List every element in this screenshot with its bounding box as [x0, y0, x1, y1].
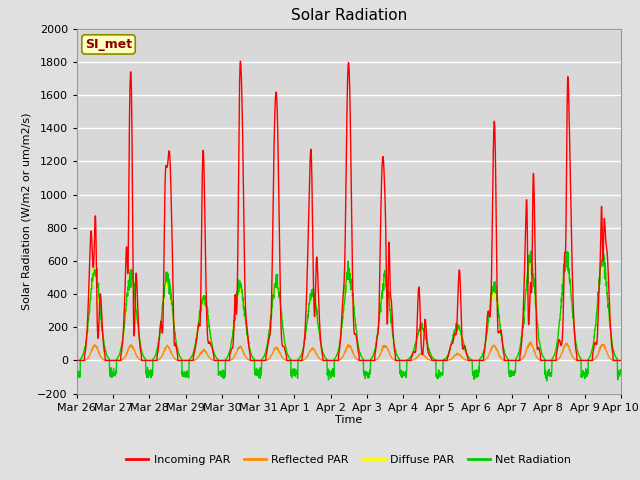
- Net Radiation: [376, 301, 384, 307]
- Diffuse PAR: [225, 351, 232, 357]
- Title: Solar Radiation: Solar Radiation: [291, 9, 407, 24]
- Reflected PAR: [617, 358, 625, 363]
- Incoming PAR: [237, 59, 244, 64]
- Net Radiation: [527, 248, 535, 254]
- Reflected PAR: [569, 354, 577, 360]
- Diffuse PAR: [617, 358, 625, 363]
- Net Radiation: [617, 372, 625, 377]
- Incoming PAR: [376, 231, 384, 237]
- Incoming PAR: [569, 292, 577, 298]
- Line: Reflected PAR: Reflected PAR: [77, 342, 621, 360]
- Reflected PAR: [507, 358, 515, 363]
- Net Radiation: [225, 351, 232, 357]
- Incoming PAR: [617, 358, 625, 363]
- Net Radiation: [507, 373, 515, 379]
- Incoming PAR: [73, 358, 81, 363]
- Net Radiation: [73, 373, 81, 379]
- Reflected PAR: [225, 358, 232, 363]
- Diffuse PAR: [584, 358, 592, 363]
- Net Radiation: [584, 356, 592, 362]
- Incoming PAR: [225, 358, 232, 363]
- Net Radiation: [570, 314, 577, 320]
- Net Radiation: [365, 372, 372, 377]
- Diffuse PAR: [376, 309, 384, 314]
- Diffuse PAR: [507, 358, 515, 363]
- Diffuse PAR: [365, 358, 372, 363]
- Line: Incoming PAR: Incoming PAR: [77, 61, 621, 360]
- Reflected PAR: [376, 352, 384, 358]
- Legend: Incoming PAR, Reflected PAR, Diffuse PAR, Net Radiation: Incoming PAR, Reflected PAR, Diffuse PAR…: [122, 450, 576, 469]
- Incoming PAR: [507, 358, 515, 363]
- Reflected PAR: [584, 358, 592, 363]
- Text: SI_met: SI_met: [85, 38, 132, 51]
- Diffuse PAR: [569, 312, 577, 318]
- Incoming PAR: [584, 358, 592, 363]
- Reflected PAR: [527, 339, 534, 345]
- X-axis label: Time: Time: [335, 415, 362, 425]
- Incoming PAR: [365, 358, 372, 363]
- Y-axis label: Solar Radiation (W/m2 or um/m2/s): Solar Radiation (W/m2 or um/m2/s): [22, 112, 32, 310]
- Reflected PAR: [365, 358, 372, 363]
- Net Radiation: [543, 378, 550, 384]
- Line: Net Radiation: Net Radiation: [77, 251, 621, 381]
- Line: Diffuse PAR: Diffuse PAR: [77, 257, 621, 360]
- Diffuse PAR: [73, 358, 81, 363]
- Diffuse PAR: [563, 254, 571, 260]
- Reflected PAR: [73, 358, 81, 363]
